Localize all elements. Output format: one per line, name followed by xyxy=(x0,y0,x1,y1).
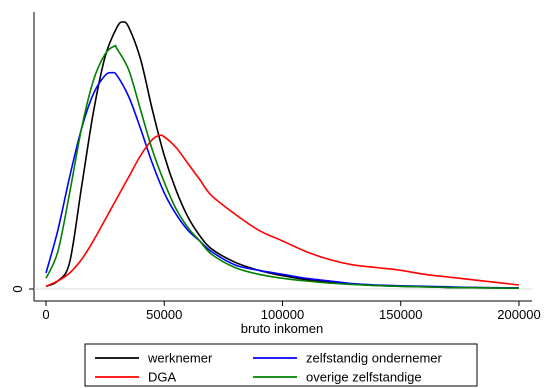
legend-label-overige-zelfstandige: overige zelfstandige xyxy=(306,370,422,385)
x-axis-title: bruto inkomen xyxy=(241,321,323,336)
legend: werknemer zelfstandig ondernemer DGA overig… xyxy=(84,343,478,387)
series-line-overige-zelfstandige xyxy=(45,44,520,289)
x-tick-label: 0 xyxy=(42,307,49,322)
x-tick-label: 100000 xyxy=(261,307,304,322)
legend-label-werknemer: werknemer xyxy=(147,351,213,366)
legend-box xyxy=(84,343,478,387)
x-tick-label: 200000 xyxy=(497,307,540,322)
axes: 0 50000 100000 150000 200000 0 xyxy=(10,12,541,322)
x-tick-label: 150000 xyxy=(379,307,422,322)
series-line-dga xyxy=(45,134,520,288)
legend-label-dga: DGA xyxy=(148,370,177,385)
plot-lines xyxy=(45,21,520,289)
x-tick-label: 50000 xyxy=(146,307,182,322)
legend-label-zelfstandig-ondernemer: zelfstandig ondernemer xyxy=(306,351,443,366)
y-tick-label: 0 xyxy=(10,285,25,292)
